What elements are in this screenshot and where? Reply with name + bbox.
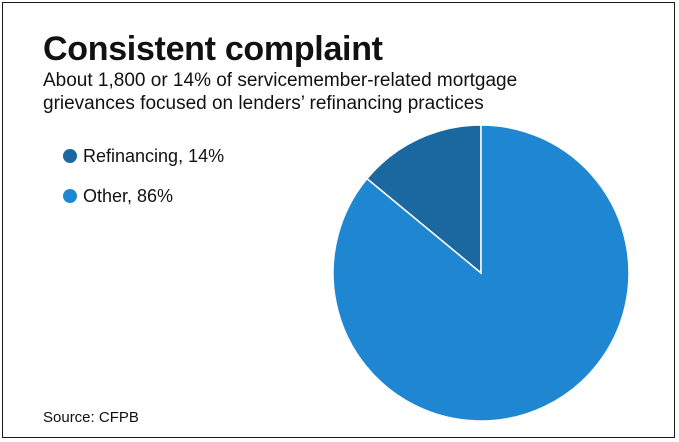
chart-frame: Consistent complaint About 1,800 or 14% …	[2, 2, 675, 438]
legend: Refinancing, 14% Other, 86%	[63, 145, 224, 225]
chart-subtitle: About 1,800 or 14% of servicemember-rela…	[43, 70, 518, 114]
legend-item-refinancing: Refinancing, 14%	[63, 145, 224, 167]
pie-chart	[332, 124, 630, 422]
pie-slice-other	[332, 124, 630, 422]
source-note: Source: CFPB	[43, 409, 139, 426]
legend-label-refinancing: Refinancing, 14%	[83, 145, 225, 166]
legend-label-other: Other, 86%	[83, 185, 174, 206]
legend-swatch-refinancing	[63, 149, 77, 163]
chart-title: Consistent complaint	[43, 30, 383, 68]
legend-swatch-other	[63, 189, 77, 203]
legend-item-other: Other, 86%	[63, 185, 224, 207]
pie-slice-refinancing	[365, 124, 482, 275]
